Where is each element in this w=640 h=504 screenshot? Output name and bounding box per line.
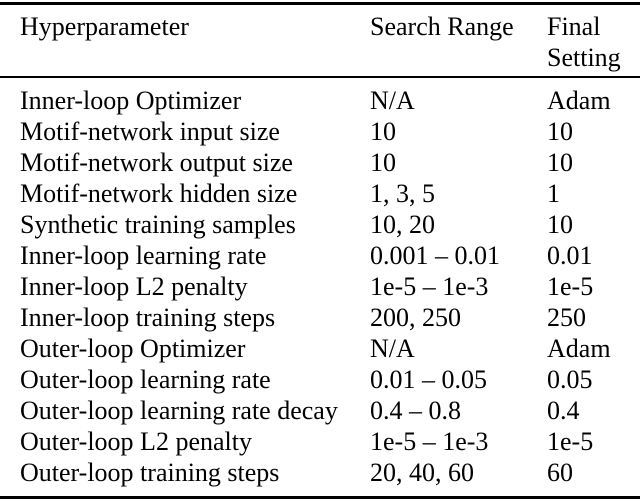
- final-setting-cell: Adam: [547, 86, 611, 115]
- search-range-cell: 0.4 – 0.8: [370, 396, 461, 425]
- final-setting-cell: 10: [547, 148, 573, 177]
- table-row: Motif-network output size 10 10: [0, 147, 640, 178]
- search-range-cell: 1e-5 – 1e-3: [370, 272, 489, 301]
- final-setting-cell: 0.05: [547, 365, 593, 394]
- hyperparameter-cell: Outer-loop learning rate decay: [20, 396, 338, 425]
- search-range-cell: 0.001 – 0.01: [370, 241, 500, 270]
- header-rule: [0, 76, 640, 78]
- table-row: Synthetic training samples 10, 20 10: [0, 209, 640, 240]
- final-setting-cell: 10: [547, 210, 573, 239]
- hyperparameter-cell: Outer-loop L2 penalty: [20, 427, 252, 456]
- hyperparameter-cell: Inner-loop Optimizer: [20, 86, 242, 115]
- final-setting-cell: 0.01: [547, 241, 593, 270]
- table-row: Motif-network hidden size 1, 3, 5 1: [0, 178, 640, 209]
- header-final-setting: Final Setting: [547, 12, 621, 72]
- table-row: Inner-loop Optimizer N/A Adam: [0, 85, 640, 116]
- final-setting-cell: Adam: [547, 334, 611, 363]
- search-range-cell: N/A: [370, 334, 415, 363]
- table-row: Inner-loop learning rate 0.001 – 0.01 0.…: [0, 240, 640, 271]
- hyperparameter-cell: Motif-network output size: [20, 148, 293, 177]
- final-setting-cell: 1: [547, 179, 560, 208]
- table-header-row: Hyperparameter Search Range Final Settin…: [0, 5, 640, 76]
- table-row: Outer-loop learning rate decay 0.4 – 0.8…: [0, 395, 640, 426]
- search-range-cell: 0.01 – 0.05: [370, 365, 487, 394]
- table-row: Inner-loop training steps 200, 250 250: [0, 302, 640, 333]
- hyperparameter-cell: Outer-loop learning rate: [20, 365, 271, 394]
- search-range-cell: 20, 40, 60: [370, 458, 474, 487]
- search-range-cell: 10: [370, 148, 396, 177]
- final-setting-cell: 1e-5: [547, 427, 594, 456]
- final-setting-cell: 1e-5: [547, 272, 594, 301]
- hyperparameter-cell: Inner-loop L2 penalty: [20, 272, 248, 301]
- final-setting-cell: 10: [547, 117, 573, 146]
- final-setting-cell: 0.4: [547, 396, 580, 425]
- hyperparameter-cell: Motif-network input size: [20, 117, 280, 146]
- bottom-rule: [0, 496, 640, 499]
- header-search-range: Search Range: [370, 12, 514, 41]
- final-setting-cell: 60: [547, 458, 573, 487]
- hyperparameter-cell: Inner-loop learning rate: [20, 241, 267, 270]
- table-row: Outer-loop L2 penalty 1e-5 – 1e-3 1e-5: [0, 426, 640, 457]
- header-hyperparameter: Hyperparameter: [20, 12, 189, 41]
- table-row: Outer-loop training steps 20, 40, 60 60: [0, 457, 640, 488]
- search-range-cell: 1e-5 – 1e-3: [370, 427, 489, 456]
- hyperparameter-cell: Motif-network hidden size: [20, 179, 298, 208]
- search-range-cell: 200, 250: [370, 303, 461, 332]
- search-range-cell: 1, 3, 5: [370, 179, 435, 208]
- search-range-cell: N/A: [370, 86, 415, 115]
- hyperparameter-cell: Outer-loop training steps: [20, 458, 280, 487]
- table-body: Inner-loop Optimizer N/A Adam Motif-netw…: [0, 78, 640, 496]
- final-setting-cell: 250: [547, 303, 586, 332]
- table-row: Inner-loop L2 penalty 1e-5 – 1e-3 1e-5: [0, 271, 640, 302]
- table-row: Motif-network input size 10 10: [0, 116, 640, 147]
- table-row: Outer-loop learning rate 0.01 – 0.05 0.0…: [0, 364, 640, 395]
- table-row: Outer-loop Optimizer N/A Adam: [0, 333, 640, 364]
- hyperparameter-cell: Inner-loop training steps: [20, 303, 276, 332]
- top-rule: [0, 2, 640, 5]
- search-range-cell: 10: [370, 117, 396, 146]
- hyperparameter-cell: Synthetic training samples: [20, 210, 296, 239]
- hyperparameter-cell: Outer-loop Optimizer: [20, 334, 246, 363]
- search-range-cell: 10, 20: [370, 210, 435, 239]
